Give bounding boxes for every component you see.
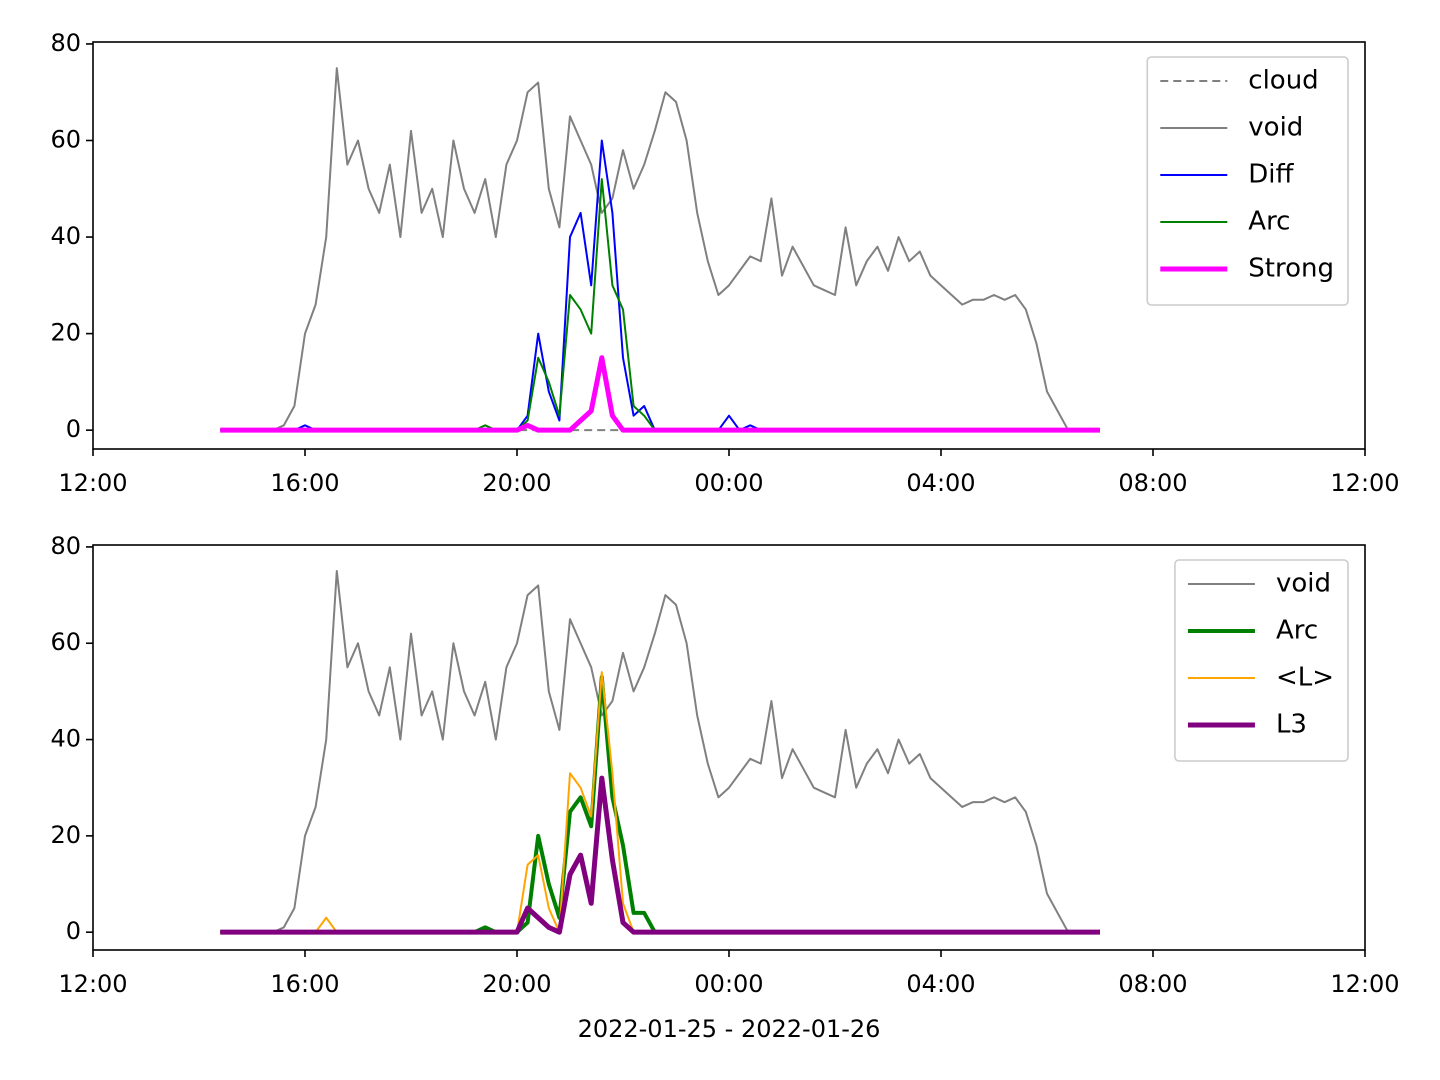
legend-label: Strong: [1248, 254, 1334, 284]
y-tick-label: 80: [50, 29, 81, 57]
legend-label: <L>: [1276, 663, 1334, 693]
series-line: [220, 67, 1100, 432]
y-tick-label: 60: [50, 628, 81, 656]
legend: void Arc <L> L3: [1174, 559, 1349, 762]
x-tick-label: 00:00: [694, 469, 763, 497]
legend-label: L3: [1276, 710, 1307, 740]
y-tick-label: 80: [50, 532, 81, 560]
y-tick-label: 0: [66, 415, 81, 443]
legend-label: void: [1248, 113, 1303, 143]
legend-label: Arc: [1276, 616, 1318, 646]
y-tick-label: 60: [50, 125, 81, 153]
series-line: [220, 139, 1100, 432]
x-tick-label: 16:00: [270, 970, 339, 998]
x-tick-label: 20:00: [482, 469, 551, 497]
legend-label: Diff: [1248, 160, 1294, 190]
y-tick-label: 20: [50, 821, 81, 849]
legend-label: void: [1276, 569, 1331, 599]
series-line: [220, 570, 1100, 934]
x-tick-label: 20:00: [482, 970, 551, 998]
legend: cloud void Diff Arc Strong: [1146, 56, 1349, 306]
plot-area: [220, 570, 1100, 935]
x-tick-label: 08:00: [1118, 469, 1187, 497]
x-tick-label: 04:00: [906, 970, 975, 998]
x-tick-label: 12:00: [58, 469, 127, 497]
legend-label: cloud: [1248, 66, 1318, 96]
x-tick-label: 12:00: [1330, 469, 1399, 497]
x-tick-label: 12:00: [1330, 970, 1399, 998]
series-line: [220, 775, 1100, 935]
x-tick-label: 16:00: [270, 469, 339, 497]
plot-area: [220, 67, 1100, 433]
x-tick-label: 00:00: [694, 970, 763, 998]
series-line: [220, 671, 1100, 934]
x-tick-label: 08:00: [1118, 970, 1187, 998]
y-tick-label: 40: [50, 725, 81, 753]
series-line: [220, 178, 1100, 432]
y-tick-label: 20: [50, 319, 81, 347]
series-line: [220, 355, 1100, 433]
legend-box: [1174, 559, 1349, 762]
x-tick-label: 12:00: [58, 970, 127, 998]
x-axis-label: 2022-01-25 - 2022-01-26: [578, 1015, 881, 1043]
legend-label: Arc: [1248, 207, 1290, 237]
legend-box: [1146, 56, 1349, 306]
y-tick-label: 0: [66, 917, 81, 945]
x-tick-label: 04:00: [906, 469, 975, 497]
y-tick-label: 40: [50, 222, 81, 250]
